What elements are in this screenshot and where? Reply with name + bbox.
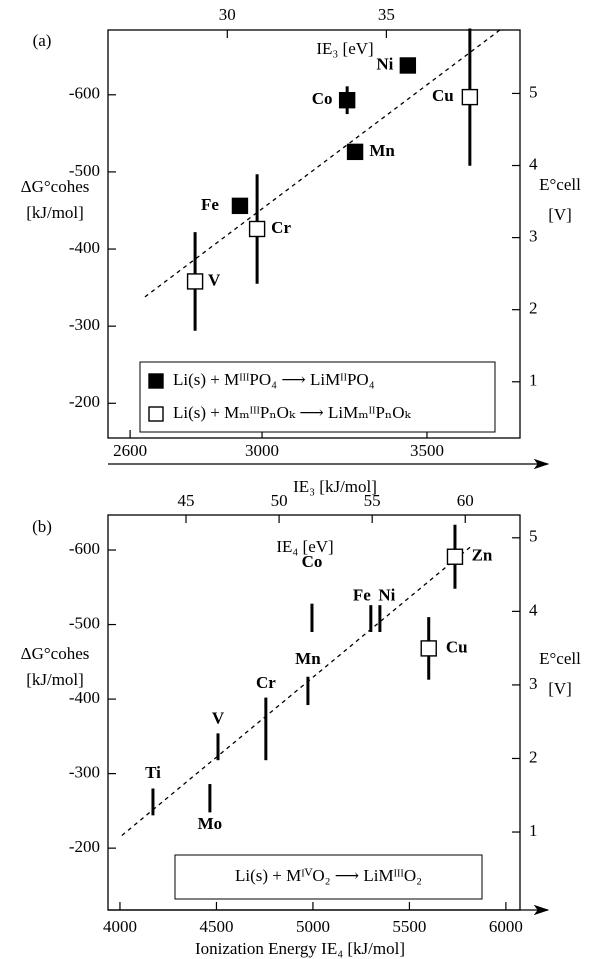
data-point	[338, 91, 356, 109]
point-label: Ni	[376, 54, 393, 73]
point-label: Cr	[256, 673, 276, 692]
x2-tick-label: 35	[378, 5, 395, 24]
x-tick-label: 5500	[392, 917, 426, 936]
y2-axis-title: E°cell	[539, 649, 581, 668]
legend-label: Li(s) + MₘᴵᴵᴵPₙOₖ ⟶ LiMₘᴵᴵPₙOₖ	[173, 403, 412, 422]
point-label: Mn	[295, 649, 321, 668]
legend-label: Li(s) + MᴵⱽO₂ ⟶ LiMᴵᴵᴵO₂	[235, 866, 422, 885]
x2-tick-label: 60	[457, 491, 474, 510]
y2-axis-title: [V]	[548, 679, 572, 698]
y2-tick-label: 4	[529, 600, 538, 619]
x-tick-label: 3000	[245, 441, 279, 460]
x-tick-label: 2600	[113, 441, 147, 460]
y2-tick-label: 1	[529, 371, 538, 390]
data-point	[346, 143, 364, 161]
panel-label: (a)	[33, 31, 52, 50]
x2-tick-label: 50	[271, 491, 288, 510]
y-tick-label: -300	[69, 763, 100, 782]
x2-tick-label: 45	[178, 491, 195, 510]
x-tick-label: 5000	[296, 917, 330, 936]
y2-tick-label: 5	[529, 82, 538, 101]
y2-tick-label: 2	[529, 747, 538, 766]
x-tick-label: 4500	[199, 917, 233, 936]
y-tick-label: -300	[69, 315, 100, 334]
point-label: Fe	[353, 586, 371, 605]
point-label: V	[212, 709, 225, 728]
x-tick-label: 6000	[489, 917, 523, 936]
y-tick-label: -200	[69, 837, 100, 856]
x-tick-label: 4000	[103, 917, 137, 936]
legend-marker	[148, 373, 164, 389]
y2-tick-label: 2	[529, 299, 538, 318]
x2-axis-title: IE₄ [eV]	[276, 537, 333, 556]
plot-frame	[107, 29, 521, 439]
y2-tick-label: 1	[529, 821, 538, 840]
legend-box	[139, 361, 496, 433]
point-label: Ni	[378, 586, 395, 605]
y-axis-title: [kJ/mol]	[26, 203, 84, 222]
y-tick-label: -200	[69, 392, 100, 411]
point-label: Fe	[201, 195, 219, 214]
legend-label: Li(s) + MᴵᴵᴵPO₄ ⟶ LiMᴵᴵPO₄	[173, 370, 375, 389]
y-axis-title: ΔG°cohes	[21, 177, 90, 196]
point-label: Mo	[198, 814, 223, 833]
x-axis-title: Ionization Energy IE₄ [kJ/mol]	[195, 939, 405, 958]
y2-tick-label: 5	[529, 527, 538, 546]
y2-axis-title: E°cell	[539, 175, 581, 194]
y-tick-label: -500	[69, 613, 100, 632]
y-tick-label: -600	[69, 84, 100, 103]
y2-axis-title: [V]	[548, 205, 572, 224]
y2-tick-label: 3	[529, 674, 538, 693]
data-point	[186, 273, 204, 290]
data-point	[420, 640, 437, 657]
data-point	[231, 197, 249, 215]
data-point	[446, 548, 464, 565]
x2-tick-label: 30	[219, 5, 236, 24]
trend-line	[121, 544, 474, 836]
y-tick-label: -600	[69, 539, 100, 558]
x-tick-label: 3500	[410, 441, 444, 460]
data-point	[461, 88, 479, 106]
data-point	[248, 220, 266, 238]
x-axis-title: IE₃ [kJ/mol]	[293, 477, 377, 496]
panel-label: (b)	[32, 517, 52, 536]
x2-tick-label: 55	[364, 491, 381, 510]
data-point	[399, 57, 417, 74]
y-tick-label: -400	[69, 238, 100, 257]
point-label: Mn	[369, 141, 395, 160]
point-label: Co	[302, 552, 323, 571]
y-tick-label: -400	[69, 688, 100, 707]
point-label: Ti	[145, 763, 161, 782]
point-label: Co	[312, 89, 333, 108]
y2-tick-label: 3	[529, 227, 538, 246]
point-label: V	[208, 270, 221, 289]
point-label: Cu	[432, 86, 454, 105]
trend-line	[144, 29, 501, 298]
y2-tick-label: 4	[529, 154, 538, 173]
y-axis-title: ΔG°cohes	[21, 644, 90, 663]
y-tick-label: -500	[69, 161, 100, 180]
x2-axis-title: IE₃ [eV]	[316, 39, 373, 58]
legend-marker	[148, 406, 164, 422]
plot-frame	[107, 514, 521, 911]
point-label: Cu	[446, 637, 468, 656]
legend-box	[174, 854, 483, 900]
point-label: Cr	[271, 218, 291, 237]
point-label: Zn	[472, 546, 493, 565]
y-axis-title: [kJ/mol]	[26, 670, 84, 689]
